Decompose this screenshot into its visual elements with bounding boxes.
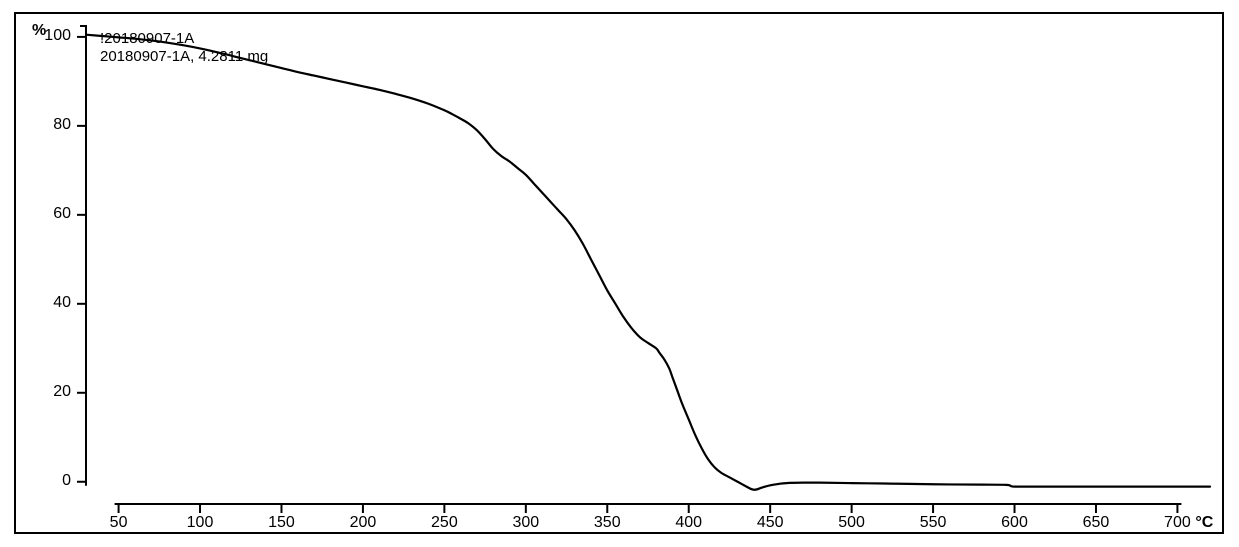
y-tick-label: 80 — [53, 116, 71, 134]
x-tick-label: 400 — [671, 514, 707, 532]
x-tick-label: 650 — [1078, 514, 1114, 532]
x-tick-label: 450 — [752, 514, 788, 532]
sample-mass-annotation: 20180907-1A, 4.2811 mg — [100, 48, 268, 67]
x-tick-label: 250 — [426, 514, 462, 532]
x-tick-label: 150 — [263, 514, 299, 532]
x-tick-label: 700 — [1159, 514, 1195, 532]
sample-id-annotation: !20180907-1A — [100, 30, 194, 49]
x-axis-label: °C — [1195, 514, 1213, 532]
y-tick-label: 40 — [53, 294, 71, 312]
y-axis-label: % — [32, 22, 46, 40]
y-tick-label: 100 — [44, 27, 71, 45]
tga-curve — [86, 35, 1210, 490]
y-tick-label: 60 — [53, 205, 71, 223]
x-tick-label: 300 — [508, 514, 544, 532]
x-tick-label: 50 — [101, 514, 137, 532]
y-tick-label: 20 — [53, 383, 71, 401]
x-tick-label: 500 — [834, 514, 870, 532]
x-tick-label: 100 — [182, 514, 218, 532]
chart-svg — [0, 0, 1239, 547]
x-tick-label: 550 — [915, 514, 951, 532]
x-tick-label: 200 — [345, 514, 381, 532]
x-tick-label: 350 — [589, 514, 625, 532]
chart-container: 0 20 40 60 80 100 50 100 150 200 250 300 350 400 450 50… — [0, 0, 1239, 547]
y-tick-label: 0 — [62, 472, 71, 490]
x-tick-label: 600 — [997, 514, 1033, 532]
